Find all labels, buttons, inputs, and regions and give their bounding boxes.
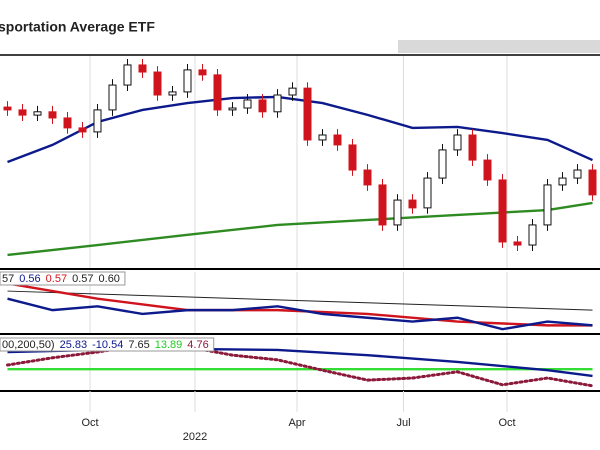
candle-body <box>333 134 342 146</box>
candle-body <box>243 99 252 109</box>
candle-body <box>33 111 42 116</box>
legend-label: 7.65 <box>128 339 149 351</box>
candle-body <box>303 87 312 141</box>
legend-label: 00,200,50) <box>2 339 55 351</box>
x-tick-label: Oct <box>81 417 98 429</box>
candle-body <box>408 199 417 209</box>
candle-body <box>258 99 267 113</box>
candle-body <box>318 134 327 141</box>
series-line <box>7 95 593 164</box>
legend-label: 25.83 <box>60 339 88 351</box>
legend-label: 0.56 <box>19 273 40 285</box>
candle-body <box>138 64 147 73</box>
candle-body <box>18 109 27 116</box>
candle-body <box>483 159 492 181</box>
x-tick-label: Jul <box>396 417 410 429</box>
x-tick-label: Apr <box>288 417 305 429</box>
legend-label: -10.54 <box>92 339 123 351</box>
series-line <box>7 297 593 331</box>
x-tick-label: 2022 <box>183 431 207 443</box>
candle-body <box>48 111 57 119</box>
candle-body <box>468 134 477 161</box>
legend-label: 13.89 <box>155 339 183 351</box>
candle-body <box>108 84 117 111</box>
legend-box <box>0 271 126 286</box>
candle-body <box>228 107 237 111</box>
candle-body <box>78 127 87 133</box>
candle-body <box>363 169 372 186</box>
candle-body <box>273 94 282 113</box>
candle-body <box>588 169 597 196</box>
chart-title: sportation Average ETF <box>0 19 155 35</box>
legend-label: 0.57 <box>46 273 67 285</box>
candle-body <box>198 69 207 76</box>
candle-body <box>438 149 447 179</box>
candle-body <box>453 134 462 151</box>
candle-body <box>498 179 507 243</box>
candle-body <box>3 106 12 111</box>
candle-body <box>573 169 582 179</box>
candle-body <box>213 74 222 111</box>
candle-body <box>123 64 132 86</box>
candle-body <box>168 91 177 96</box>
legend-box <box>0 337 215 352</box>
candle-body <box>153 71 162 96</box>
candle-body <box>393 199 402 226</box>
series-line <box>7 201 593 257</box>
candle-body <box>183 69 192 93</box>
candle-body <box>543 184 552 226</box>
candle-body <box>63 117 72 129</box>
candle-body <box>288 87 297 96</box>
candle-body <box>348 144 357 171</box>
candle-body <box>513 241 522 246</box>
legend-label: 57 <box>2 273 14 285</box>
series-line <box>7 290 593 311</box>
scrollbar[interactable] <box>398 40 600 53</box>
candle-body <box>423 177 432 209</box>
legend-label: 0.57 <box>72 273 93 285</box>
candle-body <box>528 224 537 246</box>
candle-body <box>378 184 387 226</box>
candle-body <box>558 177 567 186</box>
candle-body <box>93 109 102 133</box>
legend-label: 0.60 <box>99 273 120 285</box>
legend-label: 4.76 <box>187 339 208 351</box>
x-tick-label: Oct <box>498 417 515 429</box>
series-line <box>7 347 593 378</box>
series-line <box>7 282 593 327</box>
